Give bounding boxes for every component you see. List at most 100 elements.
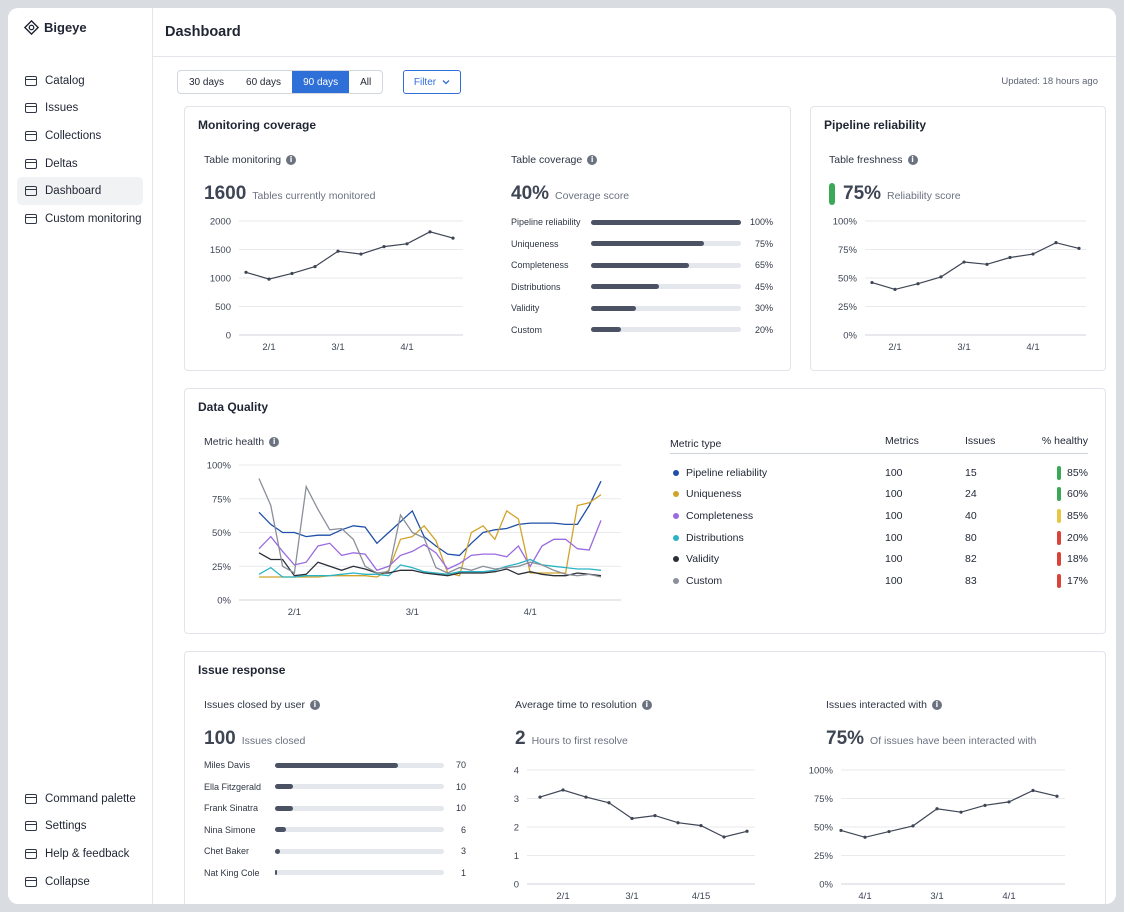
coverage-bar (591, 327, 621, 332)
card-title: Issue response (198, 663, 286, 677)
info-icon[interactable]: i (286, 155, 297, 165)
info-icon[interactable]: i (931, 700, 942, 710)
user-bar (275, 805, 293, 811)
metric-type-cell: Pipeline reliability (670, 467, 885, 479)
y-tick-label: 75% (212, 494, 232, 505)
table-row[interactable]: Completeness 100 40 85% (670, 505, 1088, 527)
series-line (840, 789, 1058, 838)
range-button[interactable]: 60 days (246, 76, 282, 88)
folder-icon (25, 821, 37, 832)
y-tick-label: 25% (838, 302, 858, 313)
data-point (359, 252, 363, 256)
data-point (939, 275, 943, 279)
y-tick-label: 25% (814, 851, 834, 862)
info-icon[interactable]: i (587, 155, 598, 165)
table-body: Pipeline reliability 100 15 85% Uniqueness 10… (670, 454, 1088, 592)
data-point (290, 271, 294, 276)
sidebar-item-label: Issues (45, 102, 79, 115)
data-point (983, 803, 987, 807)
y-tick-label: 0 (226, 331, 231, 342)
issues-closed-stat: 100 Issues closed (204, 728, 306, 749)
reliability-stat: 75% Reliability score (829, 183, 961, 205)
table-row[interactable]: Custom 100 83 17% (670, 570, 1088, 592)
sidebar-item-collapse[interactable]: Collapse (17, 868, 143, 896)
data-point (893, 287, 897, 291)
monitoring-coverage-card: Monitoring coverage Table monitoring i 1… (184, 106, 791, 371)
user-bar (275, 848, 281, 854)
sidebar-item-command-palette[interactable]: Command palette (17, 785, 143, 813)
sidebar-item-settings[interactable]: Settings (17, 813, 143, 841)
coverage-row: Pipeline reliability 100% (511, 217, 773, 227)
range-button[interactable]: 30 days (189, 76, 225, 88)
table-row[interactable]: Distributions 100 80 20% (670, 527, 1088, 549)
series-dot (673, 512, 679, 519)
column-header[interactable]: Issues (965, 435, 996, 447)
data-point (584, 795, 588, 799)
healthy-cell: 17% (1035, 573, 1088, 588)
info-icon[interactable]: i (641, 700, 652, 710)
y-tick-label: 75% (838, 245, 858, 256)
table-row[interactable]: Uniqueness 100 24 60% (670, 484, 1088, 506)
range-button[interactable]: 90 days (292, 71, 350, 93)
data-point (653, 814, 657, 818)
data-point (870, 280, 874, 285)
filter-button[interactable]: Filter (403, 70, 461, 94)
coverage-value: 20% (754, 324, 773, 335)
data-point (451, 236, 455, 240)
sidebar-item-catalog[interactable]: Catalog (17, 67, 143, 95)
column-header[interactable]: Metric type (670, 438, 722, 450)
user-row: Nat King Cole 1 (204, 868, 466, 878)
user-track (275, 848, 444, 854)
range-button[interactable]: All (360, 76, 372, 88)
data-point (336, 249, 340, 253)
sidebar-item-custom-monitoring[interactable]: Custom monitoring (17, 205, 143, 233)
y-tick-label: 1500 (210, 245, 231, 256)
table-monitoring-label: Table monitoring i (204, 154, 297, 166)
series-line (871, 242, 1080, 291)
pipeline-reliability-card: Pipeline reliability Table freshness i 7… (810, 106, 1106, 371)
column-header[interactable]: Metrics (885, 435, 919, 447)
healthy-value: 60% (1066, 488, 1088, 501)
health-status-indicator (1056, 465, 1061, 480)
metrics-cell: 100 (885, 553, 903, 566)
sidebar-item-deltas[interactable]: Deltas (17, 150, 143, 178)
table-row[interactable]: Validity 100 82 18% (670, 548, 1088, 570)
healthy-cell: 18% (1035, 552, 1088, 567)
info-icon[interactable]: i (309, 700, 320, 710)
data-point (985, 262, 989, 266)
coverage-row: Uniqueness 75% (511, 239, 773, 249)
data-point (313, 265, 317, 269)
table-row[interactable]: Pipeline reliability 100 15 85% (670, 462, 1088, 484)
healthy-value: 17% (1066, 574, 1088, 587)
y-tick-label: 0 (514, 880, 519, 891)
data-point (538, 795, 542, 799)
sidebar-item-collections[interactable]: Collections (17, 122, 143, 150)
sidebar-item-issues[interactable]: Issues (17, 95, 143, 123)
data-point (745, 829, 749, 833)
metric-type-name: Custom (686, 574, 723, 587)
sidebar-item-help-feedback[interactable]: Help & feedback (17, 840, 143, 868)
series-dot (673, 491, 679, 498)
avg-resolution-chart: 0 1 2 3 4 2/1 3/1 4/15 (514, 766, 755, 902)
y-tick-label: 4 (514, 766, 519, 777)
user-row: Frank Sinatra 10 (204, 803, 466, 813)
sidebar-item-label: Dashboard (45, 185, 102, 198)
info-icon[interactable]: i (269, 437, 280, 447)
coverage-row: Completeness 65% (511, 260, 773, 270)
metrics-cell: 100 (885, 466, 903, 479)
logo[interactable]: Bigeye (24, 20, 87, 35)
series-line (258, 480, 602, 557)
coverage-bar (591, 305, 636, 311)
info-icon[interactable]: i (907, 155, 918, 165)
coverage-label: Custom (511, 324, 543, 335)
column-header[interactable]: % healthy (1041, 435, 1088, 447)
data-point (676, 821, 680, 825)
sidebar-item-dashboard[interactable]: Dashboard (17, 177, 143, 205)
metric-type-name: Uniqueness (686, 488, 742, 501)
x-tick-label: 4/1 (1026, 342, 1039, 353)
x-tick-label: 3/1 (406, 607, 419, 618)
metrics-cell: 100 (885, 488, 903, 501)
coverage-value: 75% (754, 238, 773, 249)
user-track (275, 827, 444, 832)
coverage-value: 45% (754, 281, 773, 292)
